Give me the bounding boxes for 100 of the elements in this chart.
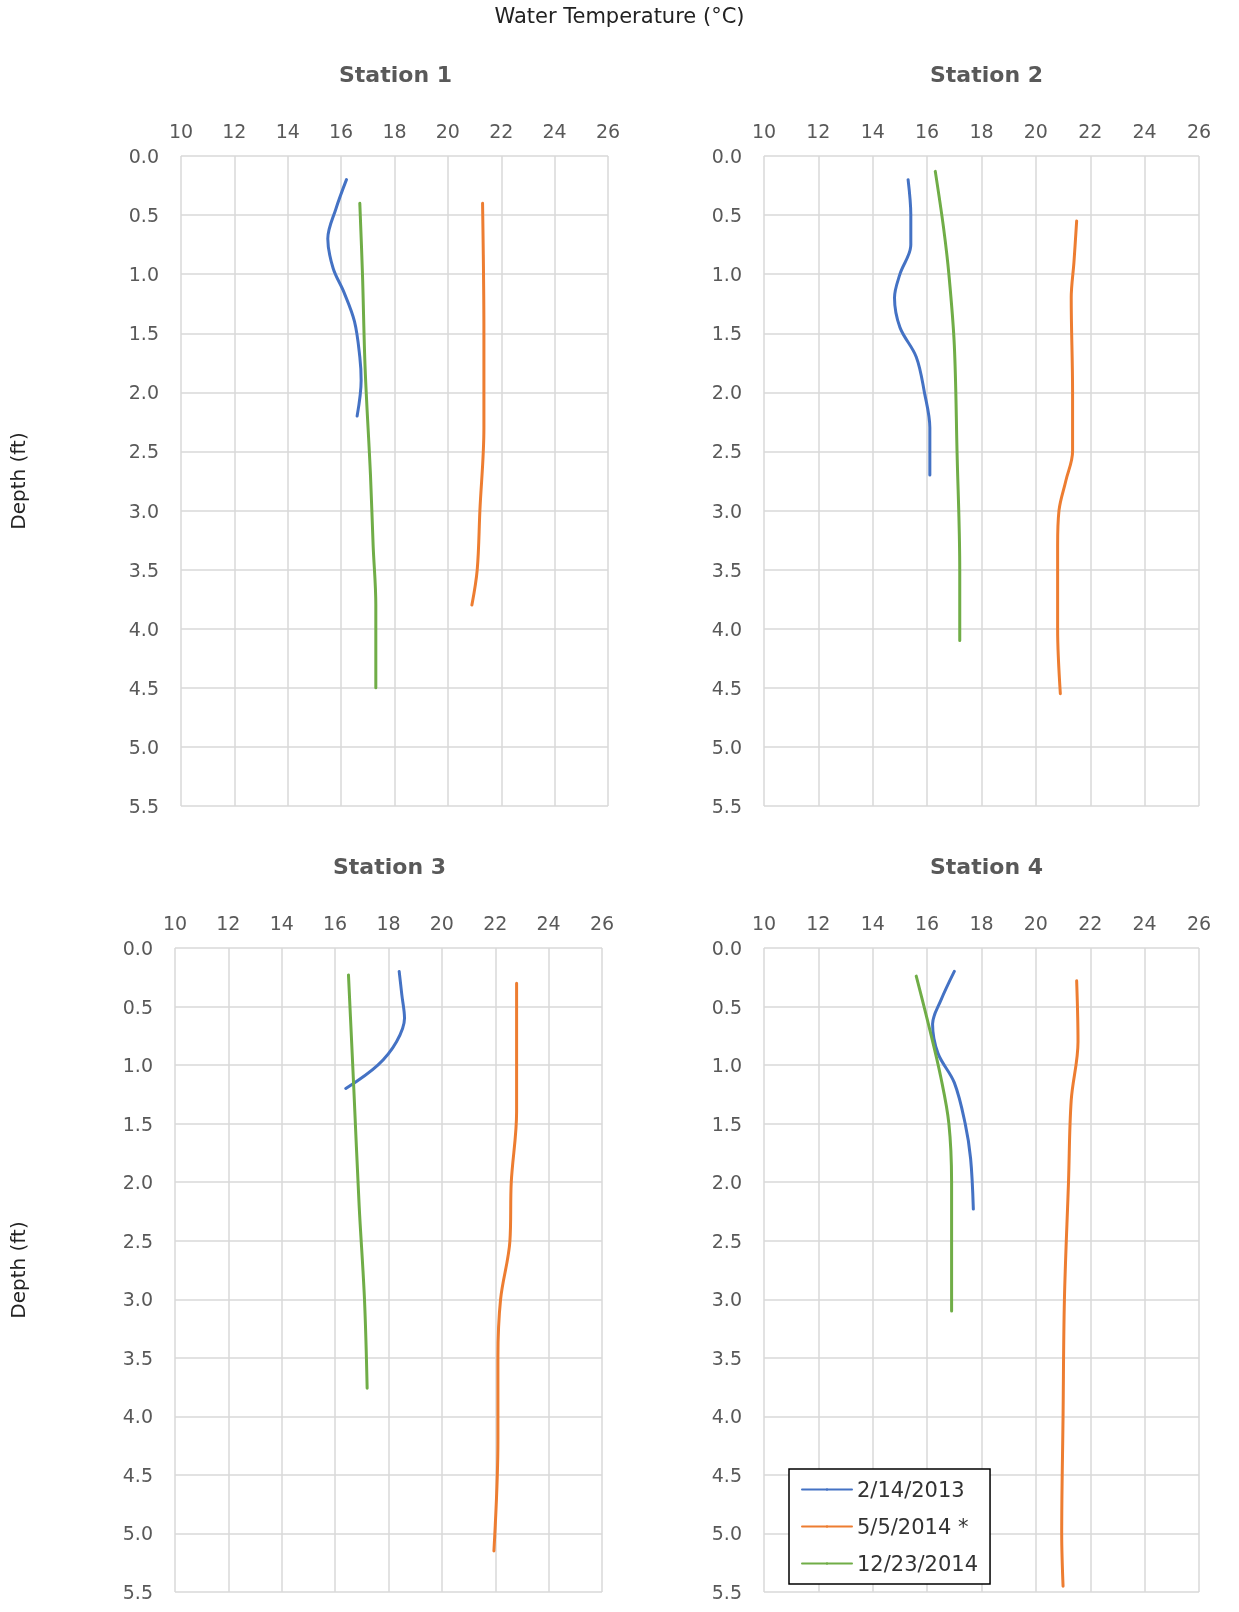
line-series <box>931 969 975 1211</box>
y-tick-label: 5.0 <box>711 1522 742 1545</box>
x-tick-label: 22 <box>483 911 508 934</box>
line-series <box>1056 219 1079 696</box>
x-tick-label: 14 <box>269 911 294 934</box>
line-series <box>326 178 363 418</box>
x-tick-label: 10 <box>168 119 194 142</box>
y-tick-label: 1.5 <box>711 1112 742 1135</box>
y-tick-label: 5.0 <box>122 1522 153 1545</box>
x-tick-label: 14 <box>860 119 885 142</box>
line-series <box>470 201 486 607</box>
x-tick-label: 26 <box>589 911 615 934</box>
x-tick-label: 12 <box>216 911 241 934</box>
y-axis-title: Depth (ft) <box>6 432 30 530</box>
y-tick-label: 2.0 <box>711 1171 742 1194</box>
x-tick-label: 20 <box>429 911 454 934</box>
x-tick-label: 18 <box>382 119 407 142</box>
y-tick-label: 3.0 <box>711 499 742 522</box>
line-series <box>914 974 954 1313</box>
y-tick-label: 1.5 <box>711 322 742 345</box>
y-tick-label: 3.0 <box>711 1288 742 1311</box>
y-tick-label: 0.5 <box>128 204 159 227</box>
x-tick-label: 16 <box>329 119 354 142</box>
y-tick-label: 4.0 <box>122 1405 153 1428</box>
y-tick-label: 3.5 <box>711 558 742 581</box>
x-tick-label: 12 <box>806 119 831 142</box>
y-tick-label: 3.5 <box>122 1346 153 1369</box>
y-tick-label: 0.5 <box>122 995 153 1018</box>
chart-title: Station 3 <box>332 853 447 879</box>
x-tick-label: 10 <box>751 119 777 142</box>
x-tick-label: 14 <box>860 911 885 934</box>
y-tick-label: 2.0 <box>128 381 159 404</box>
x-tick-label: 22 <box>1078 911 1103 934</box>
y-tick-label: 3.5 <box>711 1346 742 1369</box>
y-tick-label: 4.0 <box>711 1405 742 1428</box>
y-tick-label: 1.0 <box>711 263 742 286</box>
y-tick-label: 4.5 <box>711 1463 742 1486</box>
x-tick-label: 24 <box>542 119 567 142</box>
y-tick-label: 2.5 <box>122 1229 153 1252</box>
line-series <box>893 178 932 477</box>
y-tick-label: 1.5 <box>128 322 159 345</box>
x-tick-label: 26 <box>595 119 621 142</box>
x-tick-label: 12 <box>222 119 247 142</box>
y-tick-label: 2.5 <box>711 440 742 463</box>
x-tick-label: 24 <box>1132 911 1157 934</box>
y-tick-label: 4.0 <box>128 617 159 640</box>
y-tick-label: 3.0 <box>122 1288 153 1311</box>
y-tick-label: 2.0 <box>122 1171 153 1194</box>
x-tick-label: 24 <box>1132 119 1157 142</box>
x-tick-label: 22 <box>1078 119 1103 142</box>
y-tick-label: 4.5 <box>122 1463 153 1486</box>
y-tick-label: 1.0 <box>711 1054 742 1077</box>
x-tick-label: 18 <box>376 911 401 934</box>
x-tick-label: 20 <box>1023 911 1048 934</box>
y-tick-label: 0.0 <box>128 145 159 167</box>
legend-label: 12/23/2014 <box>857 1551 979 1576</box>
x-tick-label: 10 <box>162 911 188 934</box>
legend-label: 2/14/2013 <box>857 1477 965 1502</box>
x-tick-label: 12 <box>806 911 831 934</box>
x-tick-label: 10 <box>751 911 777 934</box>
x-tick-label: 16 <box>915 911 940 934</box>
y-tick-label: 4.0 <box>711 617 742 640</box>
x-tick-label: 18 <box>969 119 994 142</box>
y-tick-label: 3.5 <box>128 558 159 581</box>
x-tick-label: 20 <box>435 119 460 142</box>
y-tick-label: 5.0 <box>128 735 159 758</box>
x-tick-label: 18 <box>969 911 994 934</box>
y-tick-label: 5.5 <box>711 1581 742 1603</box>
y-tick-label: 1.5 <box>122 1112 153 1135</box>
y-tick-label: 2.5 <box>711 1229 742 1252</box>
y-tick-label: 5.5 <box>711 795 742 817</box>
chart-title: Station 1 <box>338 61 453 87</box>
y-tick-label: 5.5 <box>122 1581 153 1603</box>
y-tick-label: 5.5 <box>128 795 159 817</box>
y-tick-label: 1.0 <box>122 1054 153 1077</box>
y-tick-label: 0.0 <box>711 145 742 167</box>
y-tick-label: 1.0 <box>128 263 159 286</box>
x-tick-label: 20 <box>1023 119 1048 142</box>
y-axis-title: Depth (ft) <box>6 1221 30 1319</box>
x-axis-title: Water Temperature (°C) <box>493 4 746 28</box>
legend-label: 5/5/2014 * <box>857 1514 969 1539</box>
chart-title: Station 4 <box>929 853 1044 879</box>
line-series <box>1060 979 1080 1588</box>
y-tick-label: 0.0 <box>122 937 153 959</box>
line-series <box>346 973 369 1390</box>
x-tick-label: 16 <box>323 911 348 934</box>
x-tick-label: 22 <box>489 119 514 142</box>
x-tick-label: 24 <box>536 911 561 934</box>
line-series <box>933 169 962 643</box>
y-tick-label: 0.5 <box>711 995 742 1018</box>
x-tick-label: 26 <box>1186 119 1212 142</box>
x-tick-label: 14 <box>275 119 300 142</box>
y-tick-label: 4.5 <box>711 676 742 699</box>
chart-title: Station 2 <box>929 61 1044 87</box>
x-tick-label: 26 <box>1186 911 1212 934</box>
x-tick-label: 16 <box>915 119 940 142</box>
y-tick-label: 0.5 <box>711 204 742 227</box>
line-series <box>344 969 407 1091</box>
y-tick-label: 0.0 <box>711 937 742 959</box>
y-tick-label: 3.0 <box>128 499 159 522</box>
